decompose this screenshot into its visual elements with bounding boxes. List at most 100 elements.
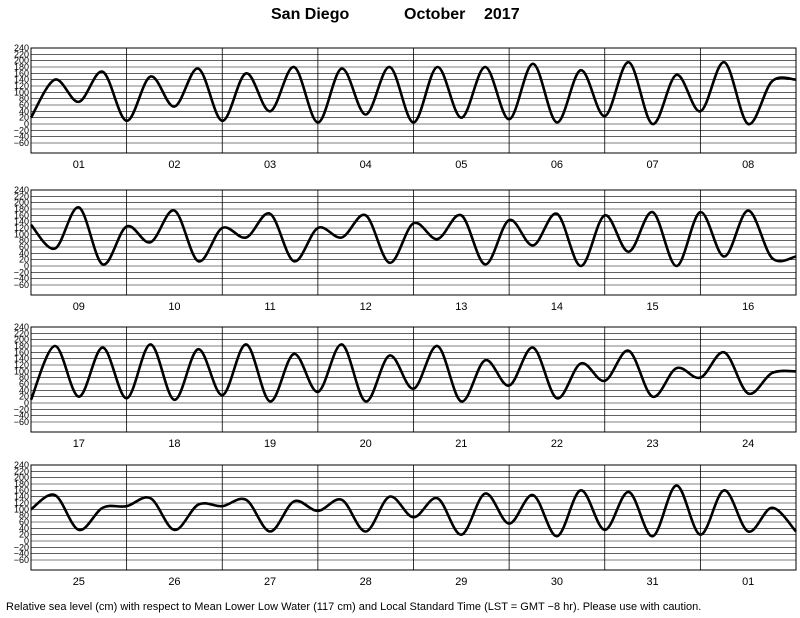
y-tick-label: 240 [14, 322, 29, 332]
y-tick-label: 40 [19, 248, 29, 258]
y-tick-label: −60 [14, 280, 29, 290]
day-label: 24 [742, 438, 754, 450]
day-label: 08 [742, 159, 754, 171]
y-tick-label: 160 [14, 68, 29, 78]
y-tick-label: 20 [19, 255, 29, 265]
y-tick-label: 180 [14, 62, 29, 72]
y-tick-label: −40 [14, 132, 29, 142]
y-tick-label: 40 [19, 523, 29, 533]
title-location: San Diego [271, 6, 350, 23]
y-tick-label: 0 [24, 261, 29, 271]
day-label: 22 [551, 438, 563, 450]
day-label: 16 [742, 301, 754, 313]
y-tick-label: 140 [14, 354, 29, 364]
y-tick-label: 120 [14, 360, 29, 370]
y-tick-label: −20 [14, 267, 29, 277]
title-year: 2017 [484, 6, 520, 23]
title-month: October [404, 6, 466, 23]
y-tick-label: 200 [14, 335, 29, 345]
y-tick-label: 40 [19, 106, 29, 116]
day-label: 04 [360, 159, 372, 171]
day-label: 27 [264, 576, 276, 588]
y-tick-label: 220 [14, 49, 29, 59]
day-label: 05 [455, 159, 467, 171]
y-tick-label: 140 [14, 75, 29, 85]
day-label: 18 [168, 438, 180, 450]
y-tick-label: 0 [24, 398, 29, 408]
y-tick-label: 100 [14, 504, 29, 514]
y-tick-label: 180 [14, 204, 29, 214]
y-tick-label: 220 [14, 191, 29, 201]
tide-curve [29, 343, 797, 403]
y-tick-label: −40 [14, 549, 29, 559]
y-tick-label: 160 [14, 347, 29, 357]
y-tick-label: −40 [14, 411, 29, 421]
day-label: 17 [73, 438, 85, 450]
plot-frame [30, 47, 797, 154]
y-tick-label: 60 [19, 100, 29, 110]
y-tick-label: −40 [14, 274, 29, 284]
day-label: 20 [360, 438, 372, 450]
day-label: 31 [646, 576, 658, 588]
y-tick-label: 180 [14, 479, 29, 489]
plot-frame [30, 464, 797, 571]
y-tick-label: −60 [14, 555, 29, 565]
day-label: 01 [73, 159, 85, 171]
day-label: 26 [168, 576, 180, 588]
y-tick-label: 120 [14, 223, 29, 233]
y-tick-label: 140 [14, 492, 29, 502]
y-tick-label: 240 [14, 460, 29, 470]
y-tick-label: 120 [14, 498, 29, 508]
y-tick-label: 0 [24, 119, 29, 129]
day-label: 03 [264, 159, 276, 171]
y-tick-label: −60 [14, 417, 29, 427]
y-tick-label: 120 [14, 81, 29, 91]
day-label: 23 [646, 438, 658, 450]
panel-4: 240220200180160140120100806040200−20−40−… [14, 460, 797, 588]
y-tick-label: 140 [14, 217, 29, 227]
y-tick-label: 240 [14, 43, 29, 53]
day-label: 30 [551, 576, 563, 588]
y-tick-label: 200 [14, 198, 29, 208]
day-label: 12 [360, 301, 372, 313]
day-label: 06 [551, 159, 563, 171]
y-tick-label: 20 [19, 392, 29, 402]
y-tick-label: 80 [19, 94, 29, 104]
y-tick-label: 20 [19, 113, 29, 123]
panel-2: 240220200180160140120100806040200−20−40−… [14, 185, 797, 313]
y-tick-label: 20 [19, 530, 29, 540]
y-tick-label: 180 [14, 341, 29, 351]
y-tick-label: 220 [14, 328, 29, 338]
y-tick-label: 160 [14, 210, 29, 220]
y-tick-label: 220 [14, 466, 29, 476]
day-label: 14 [551, 301, 563, 313]
day-label: 09 [73, 301, 85, 313]
y-tick-label: 160 [14, 485, 29, 495]
day-label: 15 [646, 301, 658, 313]
y-tick-label: 100 [14, 366, 29, 376]
day-label: 13 [455, 301, 467, 313]
day-label: 10 [168, 301, 180, 313]
day-label: 19 [264, 438, 276, 450]
plot-frame [30, 326, 797, 433]
y-tick-label: 100 [14, 229, 29, 239]
y-tick-label: −20 [14, 404, 29, 414]
day-label: 01 [742, 576, 754, 588]
y-tick-label: 80 [19, 511, 29, 521]
plot-frame [30, 189, 797, 296]
day-label: 07 [646, 159, 658, 171]
day-label: 21 [455, 438, 467, 450]
y-tick-label: 240 [14, 185, 29, 195]
day-label: 25 [73, 576, 85, 588]
y-tick-label: 200 [14, 56, 29, 66]
y-tick-label: 0 [24, 536, 29, 546]
y-tick-label: 60 [19, 242, 29, 252]
day-label: 28 [360, 576, 372, 588]
day-label: 02 [168, 159, 180, 171]
day-label: 11 [264, 301, 275, 313]
panel-3: 240220200180160140120100806040200−20−40−… [14, 322, 797, 450]
y-tick-label: −60 [14, 138, 29, 148]
y-tick-label: 100 [14, 87, 29, 97]
y-tick-label: −20 [14, 542, 29, 552]
